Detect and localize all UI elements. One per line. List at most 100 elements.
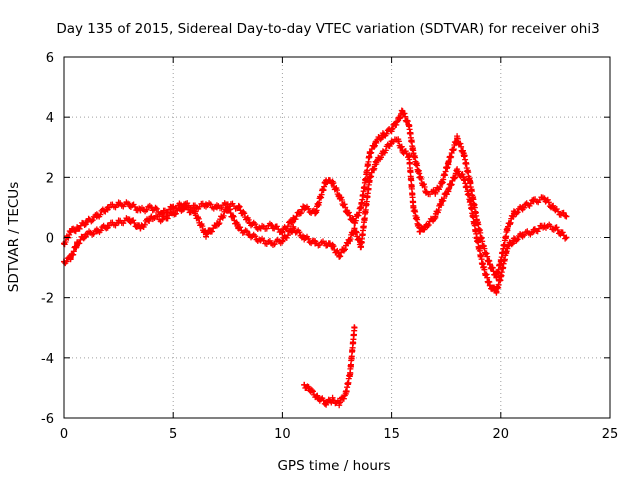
data-point <box>336 252 343 259</box>
data-point <box>246 219 253 226</box>
data-point <box>268 222 275 229</box>
data-point <box>563 213 570 220</box>
data-point <box>388 138 395 145</box>
data-point <box>301 204 308 211</box>
data-point <box>202 231 209 238</box>
data-point <box>137 207 144 214</box>
grid-lines <box>64 57 610 418</box>
data-point <box>312 210 319 217</box>
data-point <box>314 393 321 400</box>
data-point <box>344 210 351 217</box>
axis-ticks: 0 5 10 15 20 25 -6 -4 -2 0 2 4 6 <box>41 51 618 442</box>
data-point <box>438 198 445 205</box>
data-point <box>423 222 430 229</box>
data-point <box>159 210 166 217</box>
x-tick-label: 5 <box>169 427 177 442</box>
data-point <box>115 219 122 226</box>
data-point <box>493 288 500 295</box>
data-point <box>432 213 439 220</box>
data-point <box>460 174 467 181</box>
data-point <box>301 234 308 241</box>
y-tick-label: 0 <box>46 232 54 247</box>
y-tick-label: -6 <box>41 412 54 427</box>
data-point <box>504 243 511 250</box>
data-point <box>454 168 461 175</box>
data-point <box>504 225 511 232</box>
y-tick-label: 4 <box>46 111 54 126</box>
series-2 <box>301 324 358 409</box>
plot-frame <box>63 56 611 419</box>
data-point <box>104 204 111 211</box>
data-point <box>137 225 144 232</box>
data-point <box>480 264 487 271</box>
data-point <box>552 207 559 214</box>
data-point <box>473 216 480 223</box>
data-point <box>67 228 74 235</box>
data-point <box>399 108 406 115</box>
data-point <box>395 138 402 145</box>
data-point <box>170 210 177 217</box>
data-point <box>351 219 358 226</box>
data-point <box>115 201 122 208</box>
data-point <box>379 150 386 157</box>
data-point <box>246 231 253 238</box>
data-point <box>181 204 188 211</box>
y-tick-label: -2 <box>41 292 54 307</box>
data-point <box>445 159 452 166</box>
data-point <box>399 147 406 154</box>
data-point <box>329 180 336 187</box>
data-point <box>213 222 220 229</box>
x-tick-label: 0 <box>60 427 68 442</box>
data-point <box>467 198 474 205</box>
data-point <box>351 324 358 331</box>
data-point <box>213 204 220 211</box>
data-point <box>290 216 297 223</box>
data-point <box>347 369 354 376</box>
data-point <box>519 231 526 238</box>
data-point <box>460 150 467 157</box>
data-point <box>342 390 349 397</box>
data-point <box>445 186 452 193</box>
data-point <box>358 204 365 211</box>
data-point <box>486 282 493 289</box>
data-point <box>93 228 100 235</box>
x-axis-label: GPS time / hours <box>277 458 390 474</box>
data-point <box>148 213 155 220</box>
data-point <box>74 225 81 232</box>
x-tick-label: 20 <box>493 427 510 442</box>
data-point <box>410 150 417 157</box>
data-point <box>510 237 517 244</box>
data-point <box>336 192 343 199</box>
data-point <box>366 174 373 181</box>
data-point <box>406 153 413 160</box>
y-tick-label: 2 <box>46 171 54 186</box>
series-1 <box>61 136 570 296</box>
data-point <box>148 204 155 211</box>
data-point <box>388 126 395 133</box>
data-point <box>192 210 199 217</box>
data-point <box>202 201 209 208</box>
data-point <box>406 123 413 130</box>
data-point <box>82 219 89 226</box>
data-point <box>519 204 526 211</box>
data-point <box>563 234 570 241</box>
data-point <box>323 399 330 406</box>
data-point <box>416 174 423 181</box>
data-point <box>373 159 380 166</box>
data-point <box>432 189 439 196</box>
chart-title: Day 135 of 2015, Sidereal Day-to-day VTE… <box>56 21 599 37</box>
data-traces <box>61 107 570 409</box>
data-point <box>323 240 330 247</box>
data-point <box>530 198 537 205</box>
x-tick-label: 10 <box>274 427 291 442</box>
data-point <box>373 138 380 145</box>
data-point <box>351 225 358 232</box>
data-point <box>336 399 343 406</box>
data-point <box>312 240 319 247</box>
data-point <box>438 180 445 187</box>
data-point <box>104 222 111 229</box>
series-markers <box>301 324 358 409</box>
data-point <box>93 213 100 220</box>
data-point <box>366 150 373 157</box>
